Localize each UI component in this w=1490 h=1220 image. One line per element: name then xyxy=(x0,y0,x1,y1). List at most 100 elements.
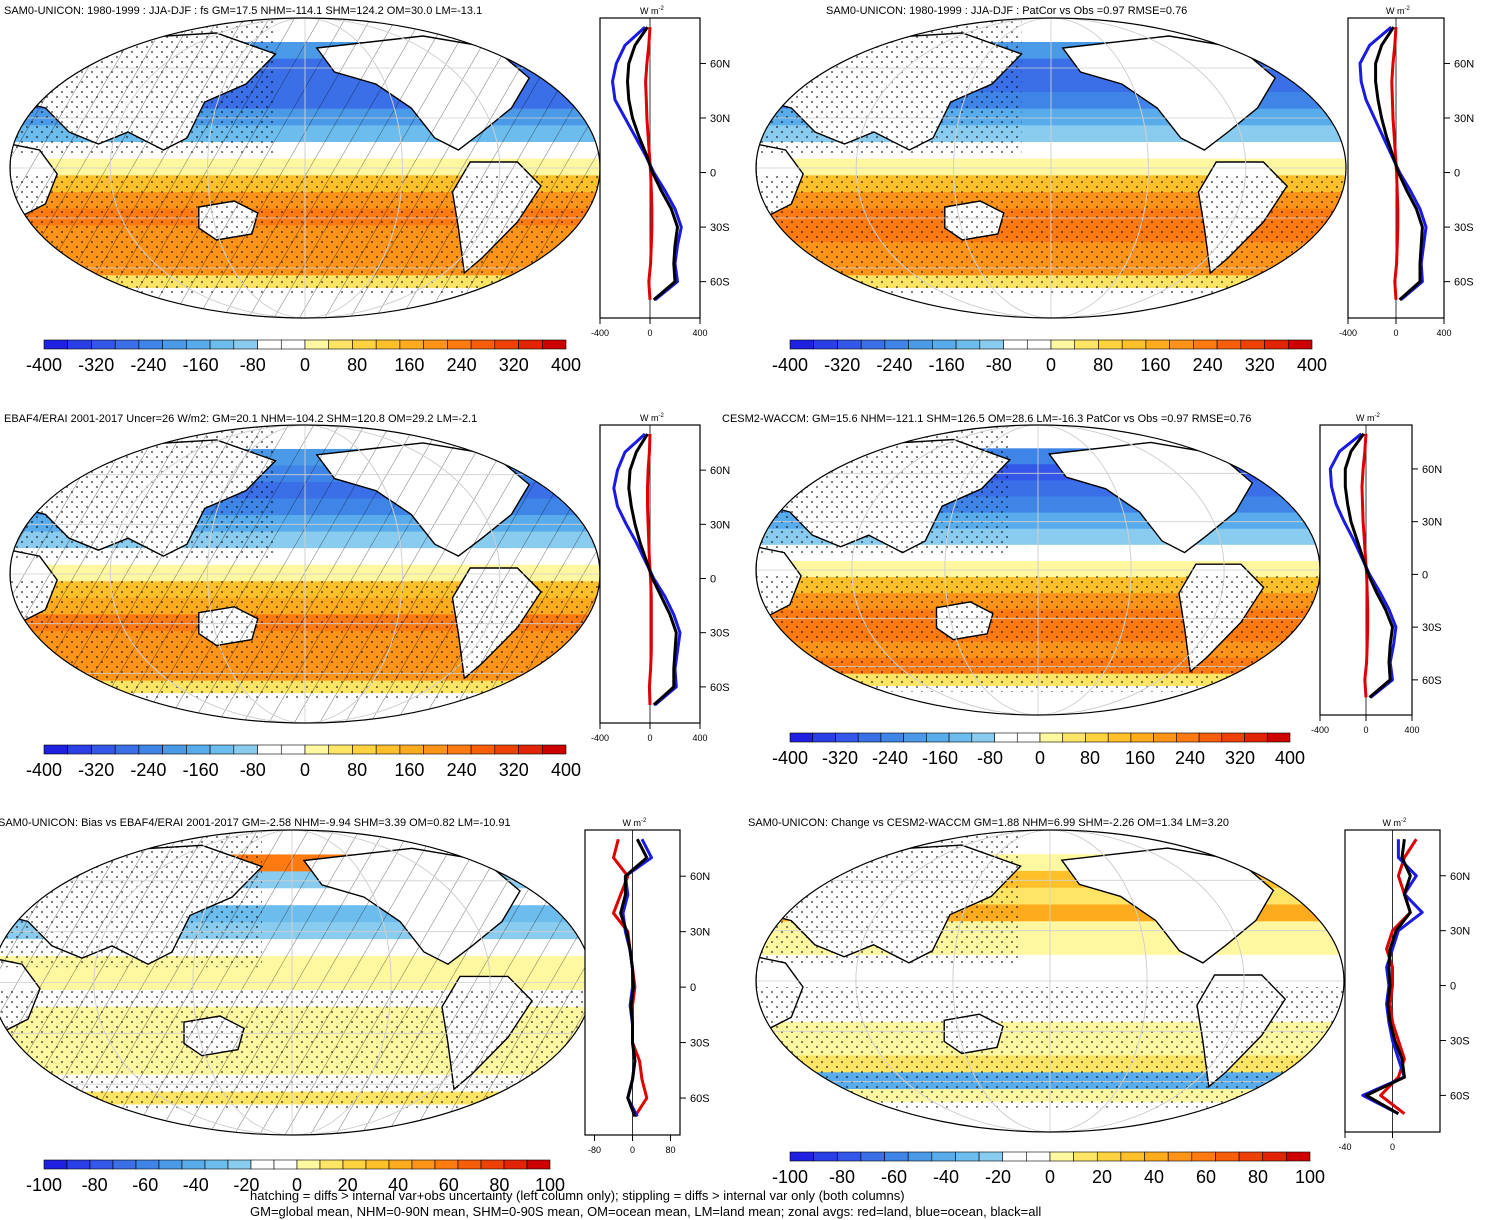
colorbar-swatch xyxy=(837,339,862,350)
colorbar-label: 40 xyxy=(1144,1167,1164,1187)
colorbar-label: -400 xyxy=(26,760,62,780)
colorbar: -100 -80 -60 -40 -20 0 20 40 60 80 100 xyxy=(772,1151,1325,1187)
colorbar-label: -320 xyxy=(824,355,860,375)
colorbar-swatch xyxy=(328,744,353,755)
lat-label: 0 xyxy=(1450,981,1456,993)
colorbar-label: 80 xyxy=(489,1175,509,1195)
colorbar-label: -80 xyxy=(986,355,1012,375)
graticule-lon xyxy=(952,830,1148,1132)
colorbar-swatch xyxy=(994,732,1018,743)
colorbar-swatch xyxy=(971,732,995,743)
colorbar-label: 240 xyxy=(447,355,477,375)
colorbar-label: 80 xyxy=(347,760,367,780)
colorbar-label: 20 xyxy=(1092,1167,1112,1187)
colorbar-swatch xyxy=(1266,732,1291,743)
colorbar-swatch xyxy=(280,339,306,350)
colorbar-swatch xyxy=(1049,1151,1074,1162)
colorbar-label: 20 xyxy=(338,1175,358,1195)
colorbar-label: -60 xyxy=(132,1175,158,1195)
colorbar-label: 400 xyxy=(1275,748,1305,768)
colorbar-label: 0 xyxy=(300,760,310,780)
colorbar-swatch xyxy=(1262,1151,1287,1162)
colorbar-swatch xyxy=(257,744,282,755)
colorbar-swatch xyxy=(470,339,496,350)
colorbar-swatch xyxy=(880,732,904,743)
colorbar-swatch xyxy=(319,1159,344,1170)
colorbar-swatch xyxy=(67,744,92,755)
colorbar-label: -80 xyxy=(240,760,266,780)
colorbar-swatch xyxy=(526,1159,551,1170)
colorbar-swatch xyxy=(1026,339,1052,350)
colorbar-swatch xyxy=(352,744,377,755)
colorbar-swatch xyxy=(209,339,235,350)
colorbar-swatch xyxy=(835,732,859,743)
colorbar-label: -240 xyxy=(130,355,166,375)
colorbar-swatch xyxy=(447,339,472,350)
lat-label: 60S xyxy=(1422,675,1442,687)
panel-middle-right: CESM2-WACCM: GM=15.6 NHM=-121.1 SHM=126.… xyxy=(722,413,1442,768)
colorbar-swatch xyxy=(250,1159,275,1170)
zonal-tick-label: 0 xyxy=(1390,1142,1395,1152)
colorbar-swatch xyxy=(1130,732,1154,743)
colorbar-swatch xyxy=(112,1159,137,1170)
colorbar-swatch xyxy=(789,339,815,350)
units-superscript: -2 xyxy=(641,818,647,824)
colorbar-swatch xyxy=(541,744,567,755)
zonal-tick-label: 400 xyxy=(1436,328,1451,338)
colorbar-swatch xyxy=(955,339,981,350)
zonal-tick-label: 400 xyxy=(692,733,707,743)
colorbar-swatch xyxy=(1167,1151,1193,1162)
colorbar-label: 320 xyxy=(499,355,529,375)
colorbar-swatch xyxy=(66,1159,91,1170)
graticule-lon xyxy=(207,18,403,318)
colorbar-label: 80 xyxy=(1080,748,1100,768)
colorbar-swatch xyxy=(789,732,814,743)
zonal-mean-plot: W m-2 60N 30N 0 30S 60S -400 0 400 xyxy=(1311,413,1442,735)
colorbar-label: -80 xyxy=(82,1175,108,1195)
colorbar-label: 160 xyxy=(394,760,424,780)
zonal-tick-label: 0 xyxy=(1393,328,1398,338)
colorbar-label: -80 xyxy=(977,748,1003,768)
colorbar-label: 0 xyxy=(1045,1167,1055,1187)
colorbar-swatch xyxy=(399,744,424,755)
colorbar-swatch xyxy=(233,744,258,755)
zonal-tick-label: 400 xyxy=(692,328,707,338)
panel-bottom-right: SAM0-UNICON: Change vs CESM2-WACCM GM=1.… xyxy=(748,817,1470,1187)
colorbar-swatch xyxy=(1026,1151,1051,1162)
lat-label: 60N xyxy=(710,465,730,477)
colorbar-swatch xyxy=(1050,339,1076,350)
panel-title: SAM0-UNICON: Bias vs EBAF4/ERAI 2001-201… xyxy=(0,817,511,829)
colorbar-swatch xyxy=(457,1159,482,1170)
lat-label: 30N xyxy=(1454,113,1474,125)
colorbar-label: 0 xyxy=(292,1175,302,1195)
graticule-lon xyxy=(855,18,1247,318)
colorbar-label: -40 xyxy=(183,1175,209,1195)
zonal-mean-plot: W m-2 60N 30N 0 30S 60S -80 0 80 xyxy=(584,818,710,1155)
colorbar-swatch xyxy=(114,744,140,755)
colorbar-swatch xyxy=(1062,732,1086,743)
map-outline xyxy=(755,829,1345,1133)
units-superscript: -2 xyxy=(1405,6,1411,12)
colorbar-swatch xyxy=(181,1159,206,1170)
zonal-tick-label: 400 xyxy=(1404,725,1419,735)
colorbar-swatch xyxy=(1074,339,1099,350)
colorbar-swatch xyxy=(296,1159,321,1170)
colorbar-swatch xyxy=(304,339,330,350)
colorbar-swatch xyxy=(860,1151,885,1162)
footnote-line-2: GM=global mean, NHM=0-90N mean, SHM=0-90… xyxy=(250,1204,1042,1219)
colorbar-label: -60 xyxy=(881,1167,907,1187)
colorbar-label: -240 xyxy=(872,748,908,768)
colorbar-swatch xyxy=(789,1151,814,1162)
lat-label: 60S xyxy=(1450,1090,1470,1102)
colorbar-label: 320 xyxy=(1245,355,1275,375)
colorbar-swatch xyxy=(186,744,211,755)
colorbar-swatch xyxy=(1240,339,1265,350)
colorbar-swatch xyxy=(1145,339,1170,350)
lat-label: 0 xyxy=(1454,168,1460,180)
colorbar-swatch xyxy=(955,1151,980,1162)
colorbar-label: 320 xyxy=(499,760,529,780)
units-label: W m-2 xyxy=(640,413,664,423)
units-label: W m-2 xyxy=(623,818,647,828)
colorbar-swatch xyxy=(91,339,116,350)
colorbar-swatch xyxy=(1098,339,1123,350)
